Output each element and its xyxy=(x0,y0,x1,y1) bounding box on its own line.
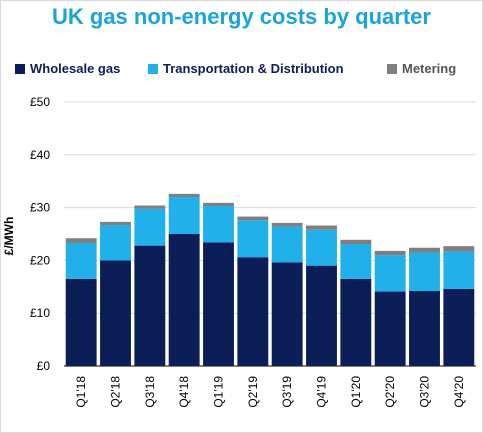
bar-metering xyxy=(134,205,166,209)
legend-item-transportation-distribution: Transportation & Distribution xyxy=(148,61,344,76)
bar-wholesale-gas xyxy=(306,265,337,366)
legend-item-metering: Metering xyxy=(387,61,456,76)
x-tick-label: Q4'18 xyxy=(177,376,191,408)
y-tick-label: £30 xyxy=(30,201,50,215)
bar-transportation-distribution xyxy=(340,244,372,279)
bar-transportation-distribution xyxy=(134,208,166,246)
x-tick-label: Q1'20 xyxy=(349,376,363,408)
bar-wholesale-gas xyxy=(237,257,269,366)
bar-wholesale-gas xyxy=(374,291,406,366)
bar-wholesale-gas xyxy=(134,245,166,366)
bar-metering xyxy=(100,221,131,226)
y-tick-label: £40 xyxy=(30,148,50,162)
x-tick-label: Q3'19 xyxy=(280,376,294,408)
bar-metering xyxy=(306,225,337,230)
bar-transportation-distribution xyxy=(443,251,475,289)
x-tick-label: Q2'20 xyxy=(383,376,397,408)
legend-swatch-wholesale-gas xyxy=(15,63,25,74)
x-tick-label: Q4'19 xyxy=(315,376,329,408)
bar-transportation-distribution xyxy=(203,206,234,243)
legend-label-wholesale-gas: Wholesale gas xyxy=(30,61,121,76)
bar-metering xyxy=(374,250,406,256)
bar-transportation-distribution xyxy=(306,229,337,266)
bar-metering xyxy=(340,239,372,245)
bar-transportation-distribution xyxy=(100,225,131,261)
y-axis-label: £/MWh xyxy=(2,217,16,256)
legend-item-wholesale-gas: Wholesale gas xyxy=(15,61,120,76)
bar-metering xyxy=(409,247,440,253)
x-tick-label: Q1'18 xyxy=(74,376,88,408)
bar-transportation-distribution xyxy=(168,197,200,234)
bar-metering xyxy=(65,238,97,243)
x-tick-label: Q3'20 xyxy=(418,376,432,408)
chart-title: UK gas non-energy costs by quarter xyxy=(52,4,431,29)
x-tick-label: Q2'19 xyxy=(246,376,260,408)
y-tick-label: £50 xyxy=(30,95,50,109)
bar-transportation-distribution xyxy=(374,255,406,292)
y-tick-label: £10 xyxy=(30,306,50,320)
bar-wholesale-gas xyxy=(65,278,97,366)
bar-wholesale-gas xyxy=(271,262,303,366)
bar-wholesale-gas xyxy=(168,234,200,366)
bar-transportation-distribution xyxy=(65,242,97,279)
bar-transportation-distribution xyxy=(237,220,269,258)
bar-transportation-distribution xyxy=(409,252,440,292)
x-tick-label: Q4'20 xyxy=(452,376,466,408)
bar-metering xyxy=(203,202,234,207)
legend-label-transportation-distribution: Transportation & Distribution xyxy=(163,61,344,76)
bar-metering xyxy=(271,222,303,227)
x-tick-label: Q1'19 xyxy=(212,376,226,408)
x-tick-label: Q3'18 xyxy=(143,376,157,408)
bar-wholesale-gas xyxy=(443,288,475,366)
legend-swatch-transportation-distribution xyxy=(148,63,158,74)
legend: Wholesale gas Transportation & Distribut… xyxy=(0,61,483,81)
bar-metering xyxy=(237,216,269,221)
bar-wholesale-gas xyxy=(203,242,234,366)
bar-wholesale-gas xyxy=(340,278,372,366)
legend-label-metering: Metering xyxy=(402,61,457,76)
y-tick-label: £0 xyxy=(37,359,51,373)
y-tick-label: £20 xyxy=(30,253,50,267)
bar-wholesale-gas xyxy=(409,291,440,366)
legend-swatch-metering xyxy=(387,63,397,74)
bar-transportation-distribution xyxy=(271,226,303,263)
bar-wholesale-gas xyxy=(100,260,131,366)
x-tick-label: Q2'18 xyxy=(109,376,123,408)
bar-metering xyxy=(443,246,475,252)
bar-metering xyxy=(168,193,200,198)
